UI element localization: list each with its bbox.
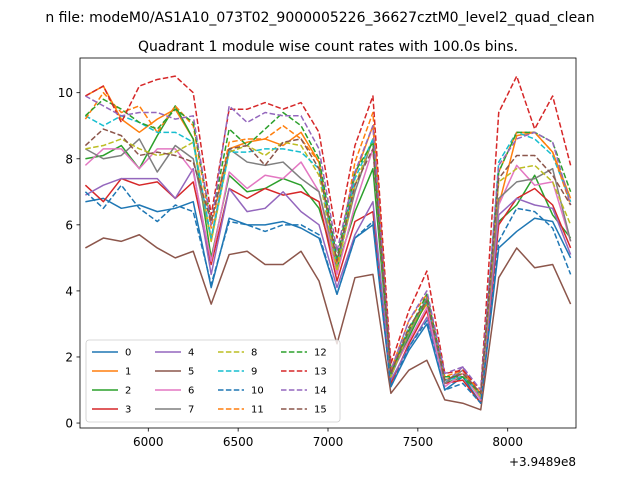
series-line-14 [85,95,572,391]
y-tick-label: 10 [58,86,73,100]
legend-label-13: 13 [314,367,327,378]
legend-label-0: 0 [125,348,131,359]
legend-label-11: 11 [251,405,264,416]
legend-label-12: 12 [314,348,327,359]
series-line-13 [85,75,572,391]
figure-suptitle: n file: modeM0/AS1A10_073T02_9000005226_… [45,10,594,26]
x-tick-label: 6000 [133,435,164,449]
legend-label-14: 14 [314,386,327,397]
legend-label-3: 3 [125,405,131,416]
legend-label-15: 15 [314,405,327,416]
y-tick-label: 2 [65,350,73,364]
x-tick-label: 7500 [403,435,434,449]
legend-label-9: 9 [251,367,257,378]
series-line-15 [84,128,572,395]
y-tick-label: 6 [65,218,73,232]
legend-label-4: 4 [188,348,194,359]
series-line-10 [84,184,572,404]
x-tick-label: 6500 [223,435,254,449]
legend-label-6: 6 [188,386,194,397]
x-tick-label: 7000 [313,435,344,449]
plot-frame [79,57,577,429]
x-offset-label: +3.9489e8 [509,455,576,469]
legend-label-7: 7 [188,405,194,416]
y-tick-label: 8 [65,152,73,166]
legend-label-2: 2 [125,386,131,397]
legend-label-1: 1 [125,367,131,378]
y-tick-label: 0 [65,417,73,431]
legend-label-8: 8 [251,348,257,359]
legend-label-10: 10 [251,386,264,397]
series-layer [84,75,572,411]
x-tick-label: 8000 [492,435,523,449]
series-line-5 [85,233,572,411]
y-tick-label: 4 [65,284,73,298]
legend-box [85,339,341,423]
legend-label-5: 5 [188,367,194,378]
chart-title: Quadrant 1 module wise count rates with … [138,39,518,55]
